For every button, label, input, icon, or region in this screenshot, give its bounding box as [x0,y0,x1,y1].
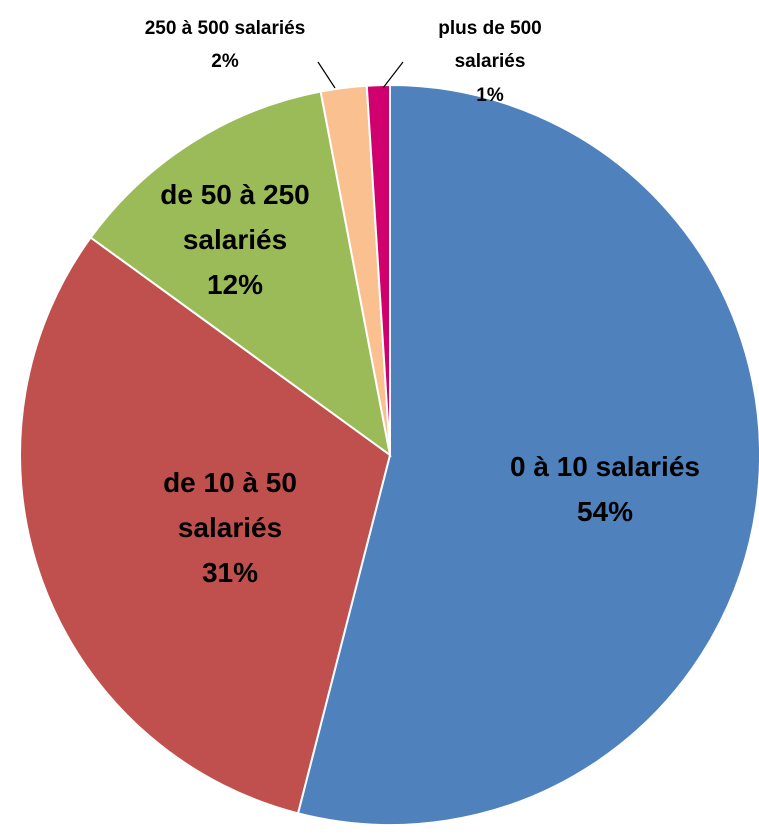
slice-label: de 10 à 50 salariés 31% [125,461,335,595]
value-label: 54% [576,496,634,527]
pie-slice [365,83,391,456]
value-label: 1% [476,84,504,106]
slice-label: plus de 500 salariés 1% [415,12,565,112]
category-label: de 50 à 250 salariés [160,178,310,255]
pie-slice [19,236,392,815]
value-label: 12% [206,268,264,300]
category-label: 250 à 500 salariés [144,17,306,39]
category-label: plus de 500 salariés [438,18,542,73]
value-label: 2% [211,51,239,72]
pie-slice [89,90,392,458]
category-label: de 10 à 50 salariés [163,466,297,543]
category-label: 0 à 10 salariés [510,451,700,483]
leader-line [317,61,336,89]
slice-label: 0 à 10 salariés 54% [455,445,755,535]
slice-label: 250 à 500 salariés 2% [105,12,345,79]
slice-label: de 50 à 250 salariés 12% [130,173,340,307]
pie-slice [296,83,759,826]
value-label: 31% [201,556,259,588]
leader-line [382,61,404,89]
